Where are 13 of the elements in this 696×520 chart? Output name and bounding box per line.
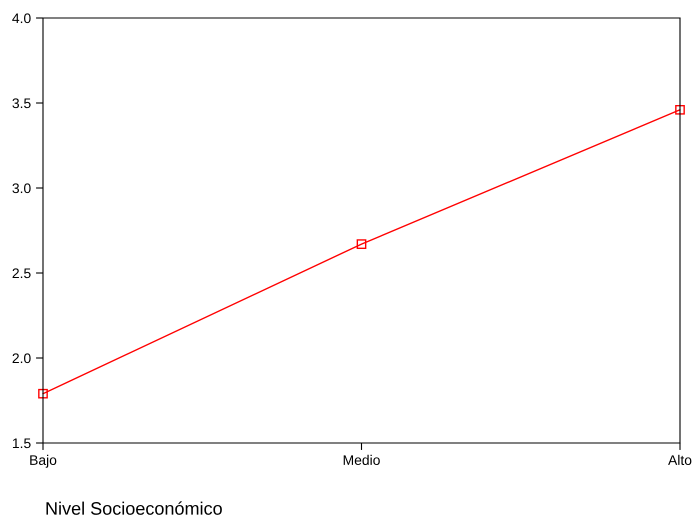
x-axis-title: Nivel Socioeconómico <box>46 501 222 515</box>
y-tick-label: 3.5 <box>12 98 31 108</box>
x-tick-label: Bajo <box>30 454 56 468</box>
y-tick-label: 2.0 <box>12 353 31 364</box>
point <box>356 239 366 249</box>
x-tick-label: Medio <box>344 454 380 466</box>
x-tick-label: Alto <box>668 454 692 466</box>
y-tick-label: 2.5 <box>12 268 31 278</box>
point <box>38 388 48 399</box>
y-tick-label: 1.5 <box>12 438 31 448</box>
point <box>675 104 685 115</box>
y-tick-label: 4.0 <box>12 13 31 24</box>
y-tick-label: 3.0 <box>12 183 31 194</box>
